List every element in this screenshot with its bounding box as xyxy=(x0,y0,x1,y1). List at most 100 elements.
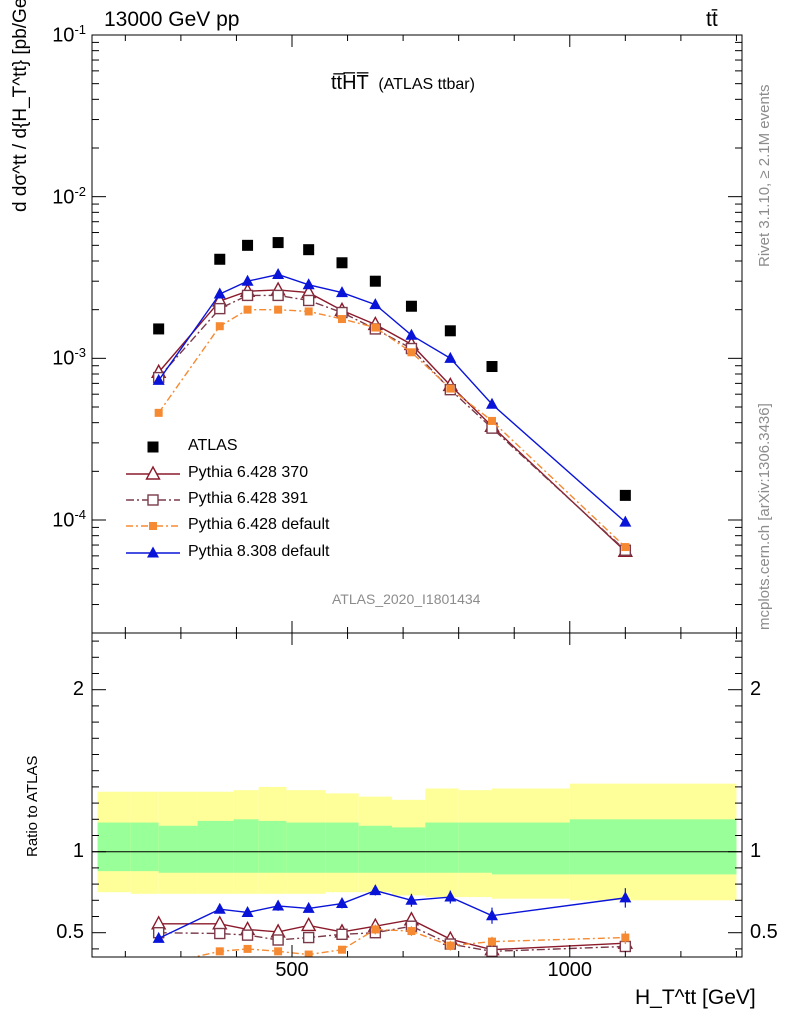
band-inner-segment xyxy=(492,822,570,875)
legend-label-p6-391: Pythia 6.428 391 xyxy=(188,490,309,507)
rivet-note: Rivet 3.1.10, ≥ 2.1M events xyxy=(756,84,773,268)
point-atlas xyxy=(486,361,498,373)
band-inner-segment xyxy=(358,825,392,873)
point-p6_default xyxy=(154,408,163,417)
point-p8_default xyxy=(369,298,382,310)
ratio-point-p6_370 xyxy=(300,916,317,932)
point-p6_default xyxy=(304,307,313,316)
point-p8_default xyxy=(405,328,418,340)
y-tick-label-exponent: -1 xyxy=(74,22,86,37)
y-tick-label-exponent: -3 xyxy=(74,345,86,361)
band-inner-segment xyxy=(425,822,459,873)
band-inner-segment xyxy=(392,827,426,873)
y-tick-label-base: 10 xyxy=(52,347,75,370)
ratio-point-p8_default xyxy=(302,901,315,913)
point-atlas xyxy=(619,489,631,501)
point-p6_391 xyxy=(241,289,254,302)
point-atlas xyxy=(444,325,456,337)
ratio-point-p8_default xyxy=(405,893,418,905)
legend-label-p6-default: Pythia 6.428 default xyxy=(188,516,330,533)
point-p8_default xyxy=(302,278,315,290)
point-p6_391 xyxy=(214,302,226,315)
point-p6_default xyxy=(338,315,346,324)
point-p6_default xyxy=(488,416,496,425)
band-inner-segment xyxy=(569,819,737,875)
plot-title: tt̅H̅T̅ (ATLAS ttbar) xyxy=(331,72,475,95)
point-p6_default xyxy=(371,323,380,332)
y-axis-label-main: d dσ^tt / d{H_T^tt} [pb/GeV] xyxy=(10,0,31,212)
point-atlas xyxy=(242,239,254,251)
legend-marker-p6_391 xyxy=(147,494,159,506)
ratio-point-p6_391 xyxy=(241,929,254,941)
y-tick-label-ratio-left: 2 xyxy=(72,677,84,700)
point-atlas xyxy=(369,275,381,287)
ratio-point-p8_default xyxy=(336,897,348,909)
point-p8_default xyxy=(272,268,285,280)
process-label: tt̄ xyxy=(706,8,718,31)
y-tick-label-main: 10-2 xyxy=(52,184,86,210)
y-tick-label-main: 10-3 xyxy=(52,345,86,371)
point-atlas xyxy=(214,253,226,265)
ratio-point-p8_default xyxy=(444,890,457,902)
point-p8_default xyxy=(619,515,632,527)
ratio-panel-series xyxy=(150,884,634,969)
legend-marker-atlas xyxy=(147,441,159,453)
ratio-point-p6_default xyxy=(407,927,416,936)
y-tick-label-main: 10-4 xyxy=(52,507,86,533)
band-inner-segment xyxy=(97,822,131,872)
legend-marker-p6_370 xyxy=(145,465,161,480)
ratio-point-p6_default xyxy=(215,947,224,956)
y-tick-label-ratio-left: 1 xyxy=(72,839,84,862)
x-tick-label: 500 xyxy=(275,959,309,981)
point-p6_default xyxy=(407,348,416,357)
band-inner-segment xyxy=(258,820,287,873)
legend-label-p6-370: Pythia 6.428 370 xyxy=(188,464,309,481)
ratio-uncertainty-bands xyxy=(97,783,737,901)
ratio-point-p6_391 xyxy=(302,931,315,944)
plot-title-text: tt̅H̅T̅ xyxy=(331,72,369,94)
point-p8_default xyxy=(152,373,165,385)
point-p6_default xyxy=(446,384,455,393)
main-panel-series xyxy=(150,237,634,558)
ratio-point-p6_default xyxy=(155,961,163,969)
ratio-point-p6_default xyxy=(243,944,252,953)
legend xyxy=(126,441,180,558)
plot-subtitle: (ATLAS ttbar) xyxy=(378,76,475,93)
ratio-point-p6_391 xyxy=(336,928,348,941)
band-inner-segment xyxy=(197,820,234,873)
y-tick-label-exponent: -2 xyxy=(74,183,86,199)
point-p6_default xyxy=(243,305,252,314)
series-line-p6_370 xyxy=(158,289,626,552)
ratio-point-p6_default xyxy=(446,941,455,950)
point-atlas xyxy=(272,237,284,249)
y-tick-label-ratio-left: 0.5 xyxy=(56,920,84,943)
point-p6_default xyxy=(621,543,630,552)
band-inner-segment xyxy=(130,822,159,872)
ratio-point-p6_391 xyxy=(486,945,498,957)
y-axis-label-ratio: Ratio to ATLAS xyxy=(24,755,41,857)
point-p6_391 xyxy=(272,289,284,302)
ratio-point-p8_default xyxy=(272,899,285,911)
ratio-point-p8_default xyxy=(152,931,165,943)
analysis-id: ATLAS_2020_I1801434 xyxy=(332,591,481,607)
y-tick-label-base: 10 xyxy=(52,509,75,532)
point-atlas xyxy=(405,300,417,312)
ratio-point-p6_default xyxy=(488,937,496,946)
point-p8_default xyxy=(213,287,226,299)
y-tick-label-ratio-right: 2 xyxy=(750,677,762,700)
ratio-point-p6_default xyxy=(621,933,630,942)
point-atlas xyxy=(336,257,348,269)
y-tick-label-ratio-right: 1 xyxy=(750,839,762,862)
axis-ticks xyxy=(92,34,742,957)
point-p6_default xyxy=(274,305,283,314)
point-p8_default xyxy=(241,274,254,286)
ratio-point-p8_default xyxy=(241,905,254,917)
ratio-point-p6_370 xyxy=(212,915,228,930)
band-inner-segment xyxy=(233,819,259,873)
ratio-point-p6_default xyxy=(304,950,313,957)
ratio-point-p6_370 xyxy=(150,915,167,930)
ratio-point-p6_default xyxy=(338,945,346,954)
y-tick-label-ratio-right: 0.5 xyxy=(750,920,778,943)
point-p6_391 xyxy=(302,294,315,307)
